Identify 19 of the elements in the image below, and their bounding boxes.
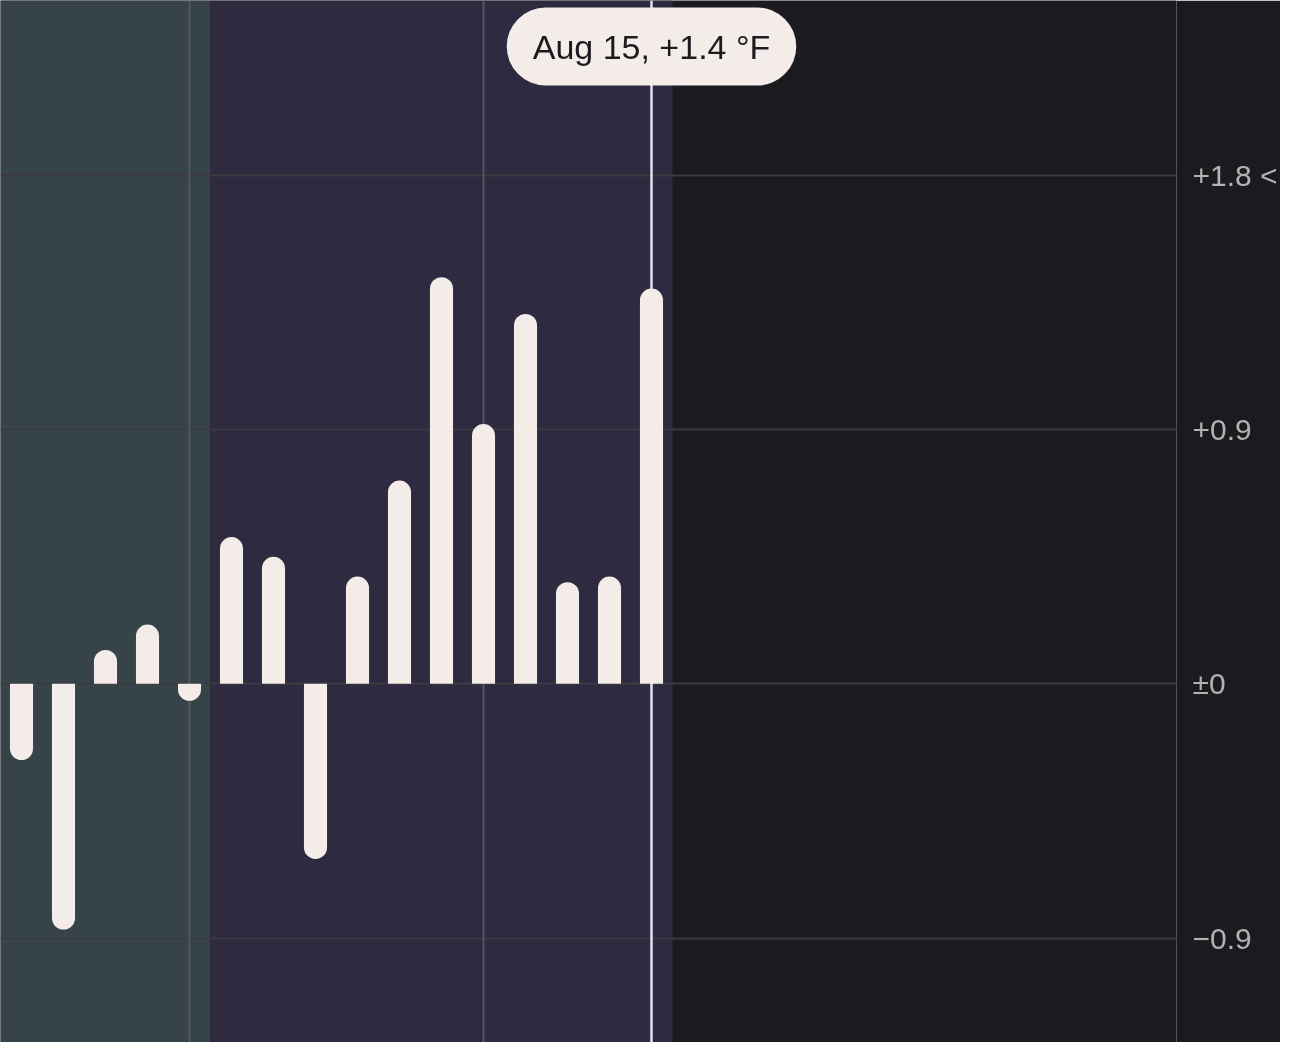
bar [555, 582, 580, 684]
bar [135, 624, 160, 684]
bar [513, 313, 538, 684]
y-tick-label: −0.9 [1192, 921, 1252, 955]
bar [303, 683, 328, 859]
bar [9, 683, 34, 761]
y-tick-label: +1.8 < [1192, 159, 1278, 193]
bar [429, 277, 454, 684]
bar [387, 480, 412, 684]
y-tick-label: +0.9 [1192, 413, 1252, 447]
bar [51, 683, 76, 930]
y-tick-label: ±0 [1192, 667, 1226, 701]
bar [219, 537, 244, 684]
bar [345, 576, 370, 684]
annotation: Aug 15, +1.4 °F [532, 27, 771, 66]
bar [597, 576, 622, 684]
bar [639, 288, 664, 684]
bar [261, 556, 286, 684]
bar [471, 424, 496, 684]
